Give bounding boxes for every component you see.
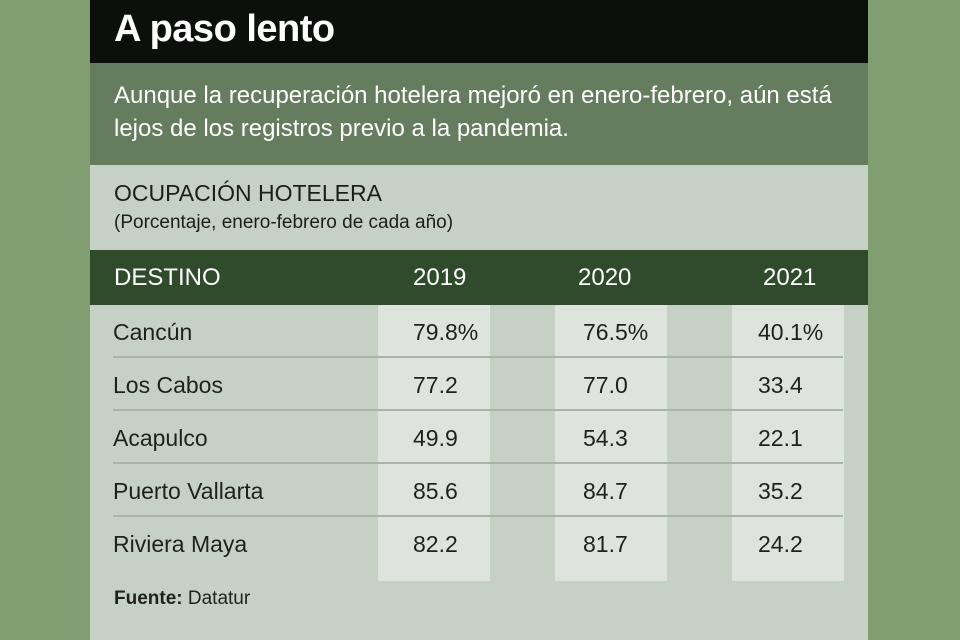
subtitle-band: Aunque la recuperación hotelera mejoró e… [90, 63, 868, 165]
table-header: DESTINO 2019 2020 2021 [90, 250, 868, 305]
column-highlight-2021 [732, 305, 844, 581]
destination-name: Los Cabos [113, 372, 223, 398]
value-cell-2021: 22.1 [758, 425, 803, 451]
header-2021: 2021 [763, 264, 817, 291]
table-row: Puerto Vallarta 85.6 84.7 35.2 [113, 464, 843, 517]
destination-name: Puerto Vallarta [113, 478, 264, 504]
value-cell-2020: 77.0 [583, 372, 628, 398]
subtitle: Aunque la recuperación hotelera mejoró e… [114, 82, 832, 142]
infographic-panel: A paso lento Aunque la recuperación hote… [90, 0, 868, 640]
value-cell-2021: 33.4 [758, 372, 803, 398]
header-destino: DESTINO [114, 264, 221, 291]
header-2020: 2020 [578, 264, 632, 291]
value-cell-2019: 79.8% [413, 319, 479, 345]
destination-name: Cancún [113, 319, 193, 345]
value-cell-2020: 84.7 [583, 478, 628, 504]
table-row: Los Cabos 77.2 77.0 33.4 [113, 358, 843, 411]
header-2019: 2019 [413, 264, 467, 291]
value-cell-2019: 82.2 [413, 531, 458, 557]
table-row: Riviera Maya 82.2 81.7 24.2 [113, 517, 843, 570]
section-title: OCUPACIÓN HOTELERA [114, 180, 382, 206]
value-cell-2020: 76.5% [583, 319, 649, 345]
table-row: Acapulco 49.9 54.3 22.1 [113, 411, 843, 464]
table-row: Cancún 79.8% 76.5% 40.1% [113, 305, 843, 358]
value-cell-2019: 49.9 [413, 425, 458, 451]
value-cell-2021: 24.2 [758, 531, 803, 557]
title-bar: A paso lento [90, 0, 868, 63]
destination-name: Acapulco [113, 425, 208, 451]
value-cell-2019: 77.2 [413, 372, 458, 398]
value-cell-2021: 35.2 [758, 478, 803, 504]
column-highlight-2020 [555, 305, 667, 581]
source-label: Fuente: [114, 588, 183, 609]
value-cell-2020: 54.3 [583, 425, 628, 451]
source-note: Fuente: Datatur [114, 588, 250, 610]
destination-name: Riviera Maya [113, 531, 248, 557]
value-cell-2021: 40.1% [758, 319, 824, 345]
column-highlight-2019 [378, 305, 490, 581]
value-cell-2019: 85.6 [413, 478, 458, 504]
section-subtitle: (Porcentaje, enero-febrero de cada año) [114, 212, 454, 233]
source-value: Datatur [187, 588, 251, 609]
page-title: A paso lento [114, 8, 335, 50]
value-cell-2020: 81.7 [583, 531, 628, 557]
